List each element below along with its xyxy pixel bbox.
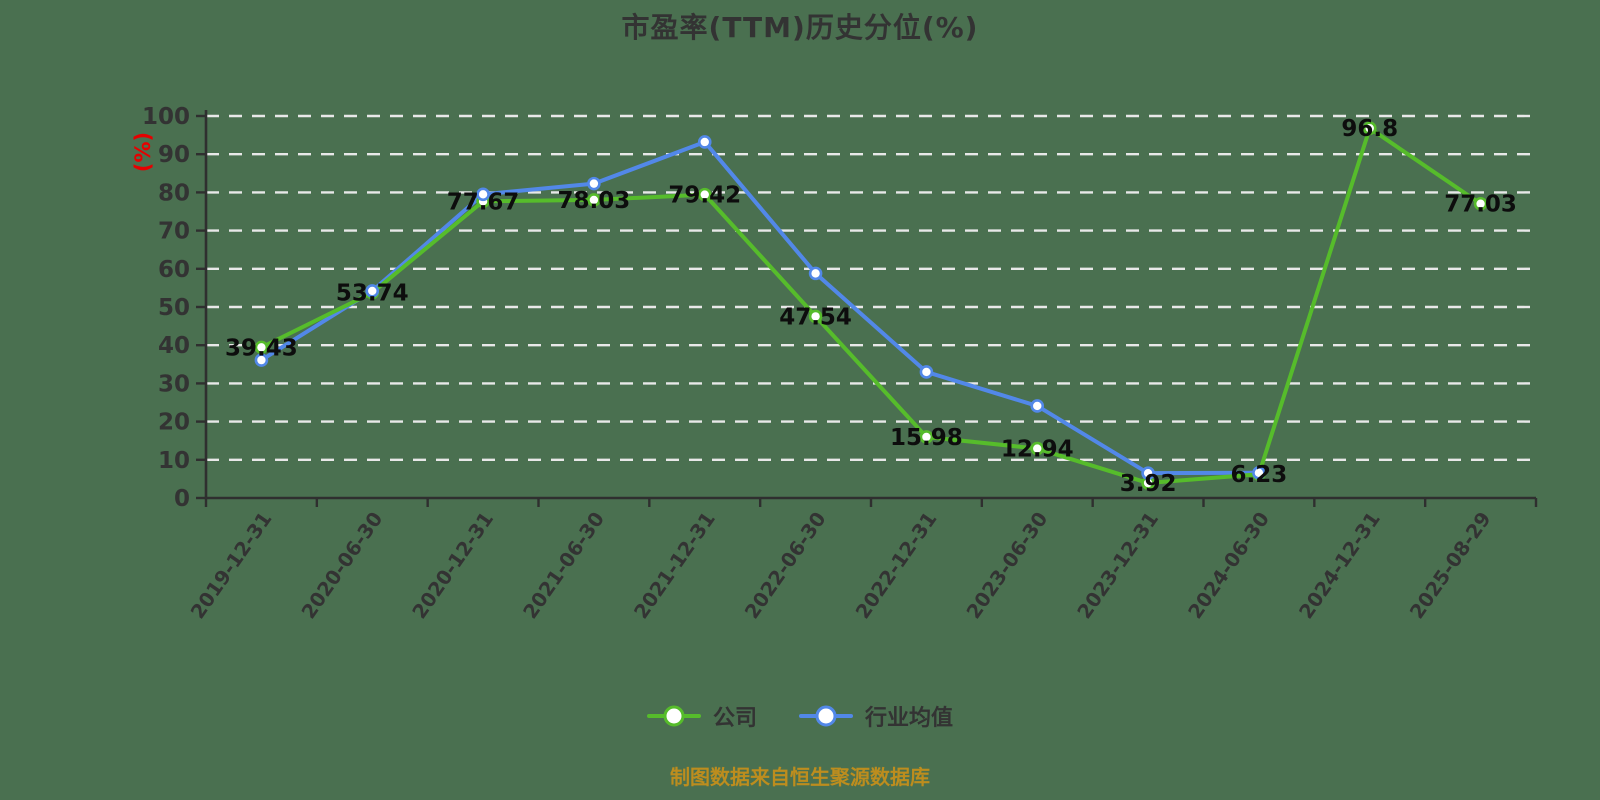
y-tick-label: 20 [158, 410, 190, 436]
company-data-point[interactable] [587, 193, 601, 207]
legend-dot-blue [815, 705, 837, 727]
x-tick-label: 2023-06-30 [962, 508, 1052, 623]
company-data-point[interactable] [697, 187, 712, 202]
company-data-point[interactable] [808, 309, 823, 324]
y-tick-label: 40 [158, 333, 190, 359]
industry-data-point[interactable] [254, 353, 269, 367]
company-point-label: 79.42 [668, 183, 741, 209]
industry-data-point[interactable] [587, 176, 601, 191]
x-tick-label: 2023-12-31 [1073, 508, 1163, 623]
x-tick-label: 2022-06-30 [740, 508, 830, 623]
chart-legend: 公司 行业均值 [0, 700, 1600, 732]
company-data-point[interactable] [254, 340, 269, 355]
legend-label-company: 公司 [712, 706, 757, 731]
x-tick-label: 2020-12-31 [408, 508, 498, 623]
company-data-point[interactable] [1030, 441, 1045, 456]
company-point-label: 78.03 [558, 188, 631, 214]
industry-data-point[interactable] [697, 135, 712, 149]
y-tick-label: 70 [158, 219, 190, 245]
company-data-point[interactable] [1473, 196, 1488, 211]
x-tick-label: 2022-12-31 [851, 508, 941, 623]
company-point-label: 77.03 [1444, 192, 1517, 218]
industry-data-point[interactable] [365, 284, 380, 298]
company-series-line [259, 126, 1483, 486]
x-tick-label: 2024-06-30 [1184, 508, 1274, 623]
legend-label-industry-average: 行业均值 [865, 706, 954, 731]
industry-data-point[interactable] [1252, 465, 1266, 480]
company-point-label: 77.67 [447, 189, 520, 215]
legend-item-industry-average[interactable]: 行业均值 [799, 700, 953, 732]
company-point-label: 12.94 [1001, 437, 1074, 463]
chart-title: 市盈率(TTM)历史分位(%) [621, 11, 979, 44]
x-tick-label: 2019-12-31 [186, 508, 276, 623]
industry-data-point[interactable] [808, 266, 823, 281]
x-tick-label: 2024-12-31 [1294, 508, 1384, 623]
industry-data-point[interactable] [919, 365, 934, 379]
company-data-point[interactable] [919, 430, 934, 444]
y-tick-label: 60 [158, 257, 190, 283]
y-axis-unit-label: (%) [131, 132, 155, 172]
industry-series-marker-icon [799, 705, 853, 727]
x-tick-label: 2021-06-30 [519, 508, 609, 623]
company-point-label: 6.23 [1231, 462, 1288, 488]
company-point-label: 15.98 [890, 425, 963, 451]
y-tick-label: 0 [174, 486, 190, 512]
industry-series-line [259, 139, 1261, 476]
y-tick-label: 10 [158, 448, 190, 474]
x-tick-label: 2025-08-29 [1405, 508, 1495, 623]
company-point-label: 39.43 [225, 335, 298, 361]
industry-data-point[interactable] [476, 187, 490, 202]
data-source-caption: 制图数据来自恒生聚源数据库 [670, 765, 930, 789]
company-series-marker-icon [646, 705, 701, 727]
company-point-label: 47.54 [779, 304, 852, 330]
y-tick-label: 80 [158, 180, 190, 206]
legend-item-company[interactable]: 公司 [646, 700, 757, 732]
legend-dot-green [663, 705, 685, 727]
y-tick-label: 30 [158, 371, 190, 397]
y-tick-label: 90 [158, 142, 190, 168]
y-tick-label: 50 [158, 295, 190, 321]
x-tick-label: 2020-06-30 [297, 508, 387, 623]
industry-data-point[interactable] [1030, 399, 1045, 413]
industry-data-point[interactable] [1141, 466, 1155, 480]
company-data-point[interactable] [1362, 121, 1377, 136]
company-point-label: 3.92 [1120, 471, 1177, 497]
company-point-label: 53.74 [336, 281, 409, 307]
x-tick-label: 2021-12-31 [629, 508, 719, 623]
y-tick-label: 100 [142, 104, 190, 130]
company-point-label: 96.8 [1341, 116, 1398, 142]
